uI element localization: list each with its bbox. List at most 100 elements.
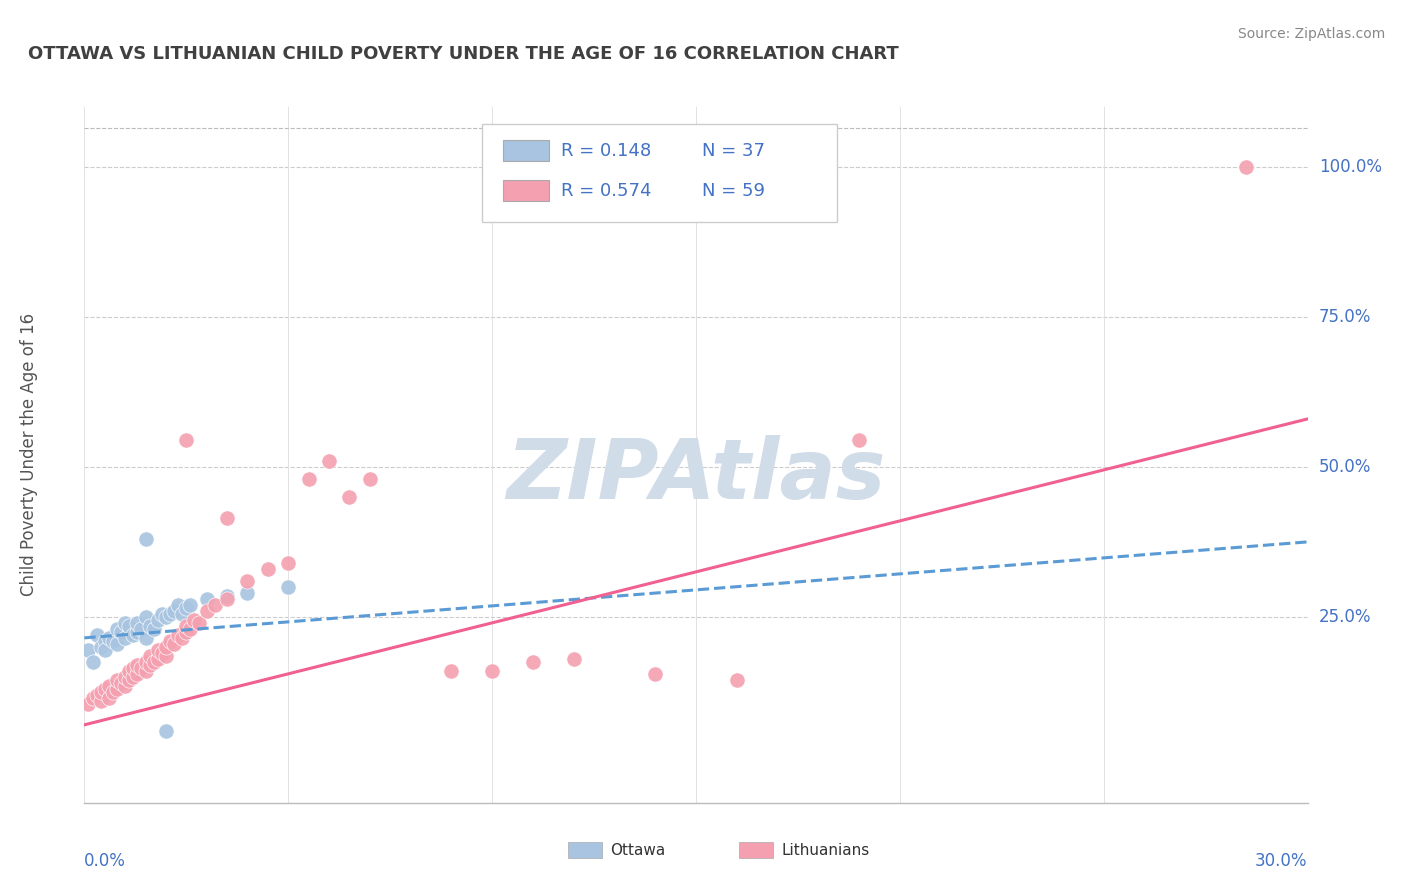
Point	[110, 676, 132, 690]
Point	[146, 613, 169, 627]
Point	[90, 640, 112, 654]
Point	[138, 657, 160, 672]
Point	[159, 633, 181, 648]
Text: N = 37: N = 37	[702, 142, 765, 160]
Point	[298, 472, 321, 486]
Text: 50.0%: 50.0%	[1319, 458, 1371, 476]
Point	[114, 670, 136, 684]
Point	[105, 673, 128, 687]
Point	[172, 631, 194, 645]
Point	[135, 532, 157, 546]
Text: OTTAWA VS LITHUANIAN CHILD POVERTY UNDER THE AGE OF 16 CORRELATION CHART: OTTAWA VS LITHUANIAN CHILD POVERTY UNDER…	[28, 45, 898, 62]
Point	[142, 622, 165, 636]
Point	[150, 646, 173, 660]
Point	[122, 661, 145, 675]
Point	[114, 631, 136, 645]
Point	[90, 694, 112, 708]
FancyBboxPatch shape	[738, 842, 773, 858]
Point	[122, 670, 145, 684]
Point	[1234, 160, 1257, 174]
Point	[440, 664, 463, 678]
Text: 100.0%: 100.0%	[1319, 158, 1382, 176]
Text: 30.0%: 30.0%	[1256, 852, 1308, 870]
Point	[93, 681, 115, 696]
Text: Source: ZipAtlas.com: Source: ZipAtlas.com	[1237, 27, 1385, 41]
Point	[163, 604, 186, 618]
FancyBboxPatch shape	[568, 842, 602, 858]
Point	[204, 598, 226, 612]
Point	[155, 723, 177, 738]
Point	[195, 604, 218, 618]
FancyBboxPatch shape	[503, 180, 550, 201]
Point	[150, 607, 173, 621]
Point	[155, 610, 177, 624]
Point	[146, 652, 169, 666]
Point	[644, 666, 666, 681]
Point	[187, 615, 209, 630]
Point	[236, 586, 259, 600]
Point	[131, 661, 153, 675]
Point	[135, 664, 157, 678]
Point	[257, 562, 280, 576]
Point	[163, 637, 186, 651]
Point	[138, 619, 160, 633]
Point	[118, 673, 141, 687]
Point	[522, 655, 544, 669]
Point	[105, 637, 128, 651]
Text: Ottawa: Ottawa	[610, 843, 665, 857]
Point	[110, 624, 132, 639]
Point	[159, 607, 181, 621]
Point	[97, 690, 120, 705]
Point	[127, 615, 149, 630]
Point	[277, 580, 299, 594]
Text: 25.0%: 25.0%	[1319, 607, 1371, 626]
Point	[174, 433, 197, 447]
Point	[174, 600, 197, 615]
Point	[155, 640, 177, 654]
Point	[167, 628, 190, 642]
Point	[93, 633, 115, 648]
Point	[86, 628, 108, 642]
Point	[118, 664, 141, 678]
Point	[174, 619, 197, 633]
Point	[135, 631, 157, 645]
Text: 0.0%: 0.0%	[84, 852, 127, 870]
Point	[195, 591, 218, 606]
Text: R = 0.574: R = 0.574	[561, 182, 652, 200]
Text: R = 0.148: R = 0.148	[561, 142, 651, 160]
Point	[848, 433, 870, 447]
Point	[155, 648, 177, 663]
Point	[77, 643, 100, 657]
Point	[481, 664, 503, 678]
Point	[77, 697, 100, 711]
Point	[122, 628, 145, 642]
Point	[217, 589, 239, 603]
Point	[135, 655, 157, 669]
FancyBboxPatch shape	[503, 140, 550, 161]
Point	[90, 685, 112, 699]
Point	[179, 622, 201, 636]
Point	[105, 681, 128, 696]
Text: 75.0%: 75.0%	[1319, 308, 1371, 326]
Point	[131, 622, 153, 636]
Point	[562, 652, 585, 666]
Point	[118, 619, 141, 633]
Text: Lithuanians: Lithuanians	[782, 843, 870, 857]
Point	[167, 598, 190, 612]
Point	[174, 624, 197, 639]
Point	[82, 690, 104, 705]
Point	[359, 472, 381, 486]
Point	[97, 631, 120, 645]
Point	[146, 643, 169, 657]
Point	[127, 666, 149, 681]
Point	[135, 610, 157, 624]
Point	[277, 556, 299, 570]
Point	[101, 633, 124, 648]
Text: ZIPAtlas: ZIPAtlas	[506, 435, 886, 516]
Point	[318, 454, 340, 468]
Point	[217, 591, 239, 606]
Point	[93, 643, 115, 657]
Point	[725, 673, 748, 687]
FancyBboxPatch shape	[482, 124, 837, 222]
Point	[172, 607, 194, 621]
